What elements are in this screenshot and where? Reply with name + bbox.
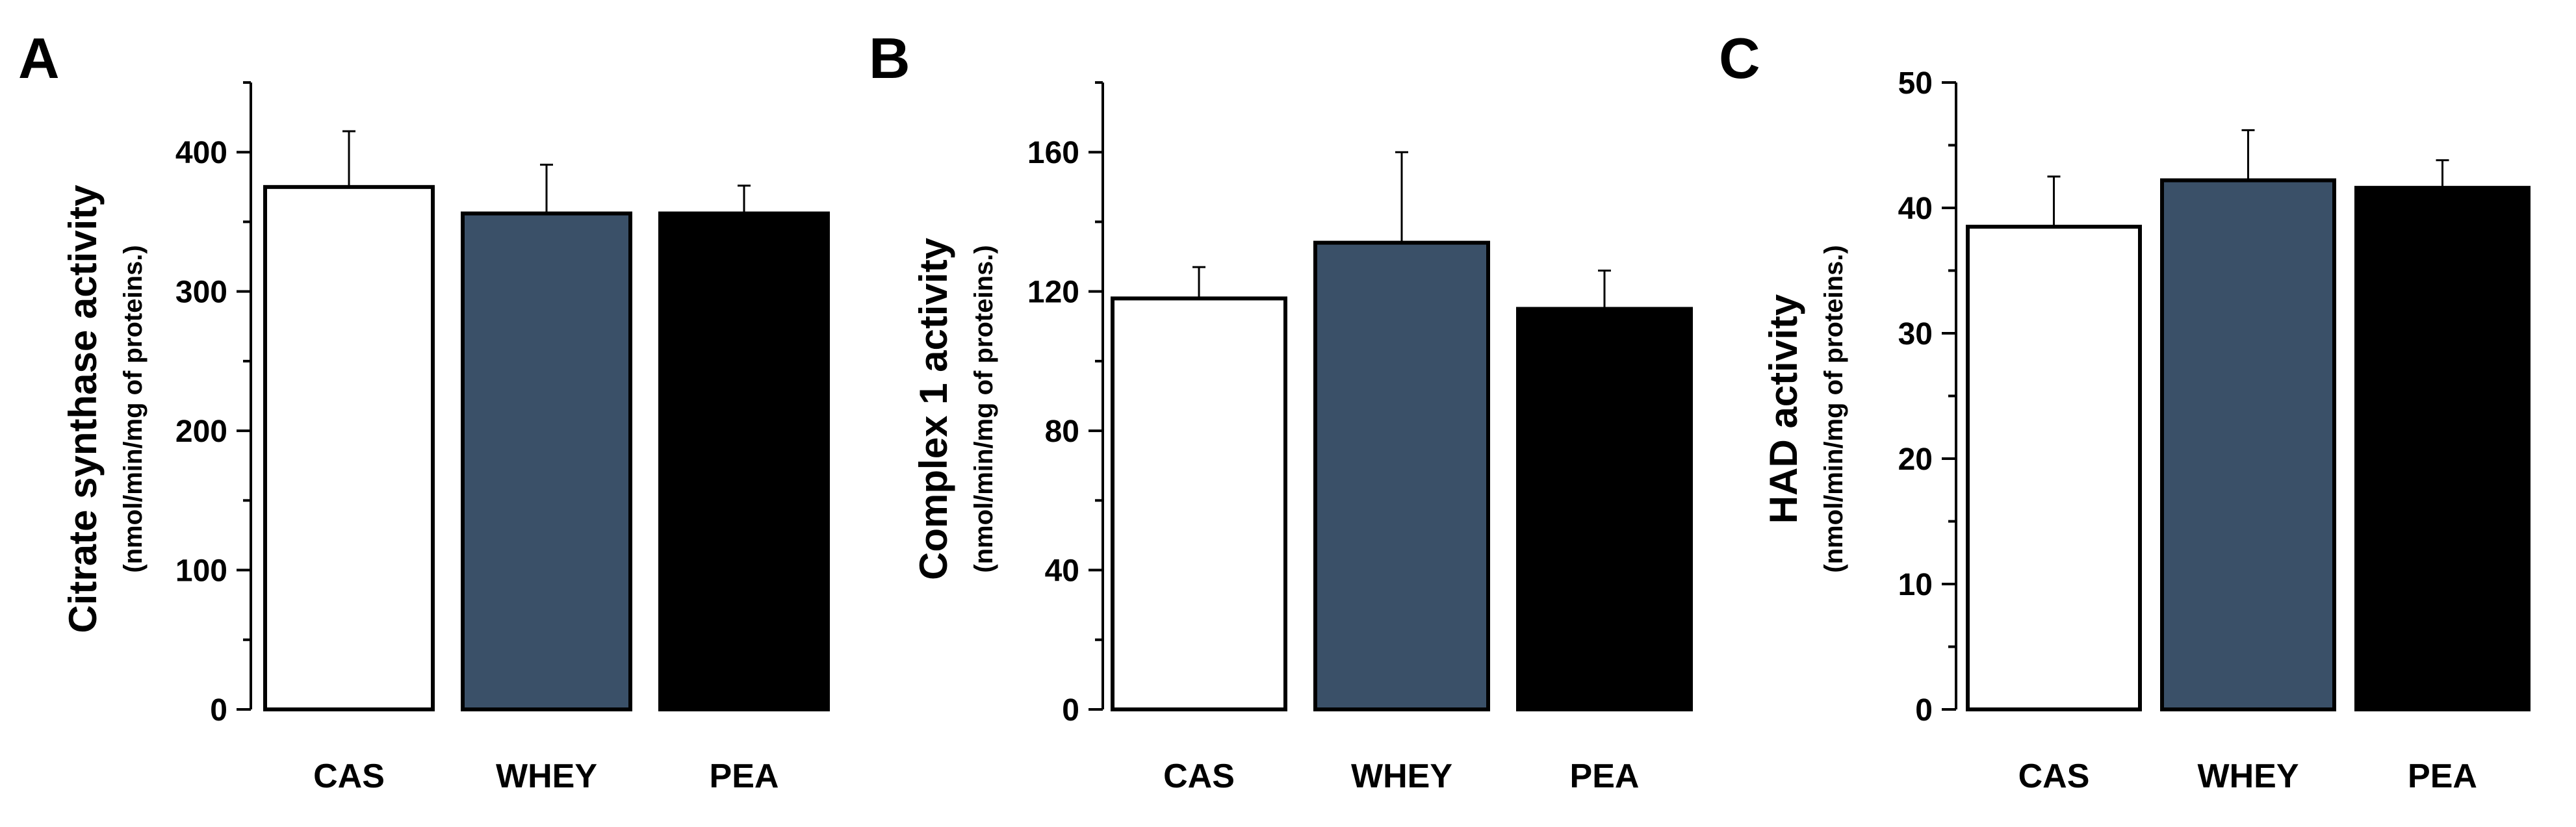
bar-whey — [1313, 240, 1490, 712]
y-tick-label: 30 — [1898, 317, 1933, 351]
bar-pea — [1516, 307, 1693, 711]
bar-cas — [263, 184, 435, 712]
panel-letter-c: C — [1719, 26, 1760, 90]
bar-cas — [1966, 224, 2142, 711]
y-tick-label: 100 — [175, 554, 227, 589]
y-axis-title: Complex 1 activity — [912, 237, 955, 580]
y-tick-label: 160 — [1027, 136, 1079, 170]
panel-b: B 0 40 80 120 160 CAS WHEY PEA Complex 1 activity… — [869, 26, 1693, 795]
y-tick-label: 20 — [1898, 442, 1933, 477]
y-tick-label: 0 — [1062, 693, 1079, 728]
y-tick-label: 300 — [175, 275, 227, 310]
panel-letter-b: B — [869, 26, 910, 90]
y-tick-label: 0 — [1915, 693, 1933, 728]
y-tick-label: 50 — [1898, 66, 1933, 101]
bar-cas — [1111, 296, 1287, 711]
y-tick-label: 80 — [1045, 414, 1079, 449]
bar-whey — [2160, 178, 2336, 712]
panel-a: A 0 100 200 300 400 CAS WHEY PEA Citrate synthase… — [18, 26, 830, 795]
panel-letter-a: A — [18, 26, 60, 90]
category-label-cas: CAS — [1163, 757, 1235, 795]
y-tick-label: 40 — [1898, 192, 1933, 226]
y-axis-units: (nmol/min/mg of proteins.) — [970, 245, 998, 572]
y-tick-label: 40 — [1045, 554, 1079, 589]
y-axis-units: (nmol/min/mg of proteins.) — [119, 245, 148, 572]
y-axis-title: Citrate synthase activity — [61, 184, 105, 633]
category-label-whey: WHEY — [2198, 757, 2299, 795]
bar-pea — [2354, 186, 2531, 711]
y-axis-units: (nmol/min/mg of proteins.) — [1820, 245, 1848, 572]
category-label-cas: CAS — [313, 757, 385, 795]
category-label-pea: PEA — [710, 757, 779, 795]
y-tick-label: 0 — [210, 693, 227, 728]
panel-c: C 0 10 20 30 40 50 CAS WHEY PEA HAD activity (nmol/… — [1719, 26, 2531, 795]
bar-whey — [461, 211, 632, 712]
category-label-cas: CAS — [2018, 757, 2090, 795]
bar-pea — [658, 211, 830, 712]
y-tick-label: 120 — [1027, 275, 1079, 310]
category-label-pea: PEA — [1570, 757, 1640, 795]
y-tick-label: 400 — [175, 136, 227, 170]
y-tick-label: 200 — [175, 414, 227, 449]
y-tick-label: 10 — [1898, 568, 1933, 602]
category-label-whey: WHEY — [496, 757, 597, 795]
category-label-whey: WHEY — [1351, 757, 1452, 795]
category-label-pea: PEA — [2408, 757, 2477, 795]
y-axis-title: HAD activity — [1762, 294, 1805, 524]
